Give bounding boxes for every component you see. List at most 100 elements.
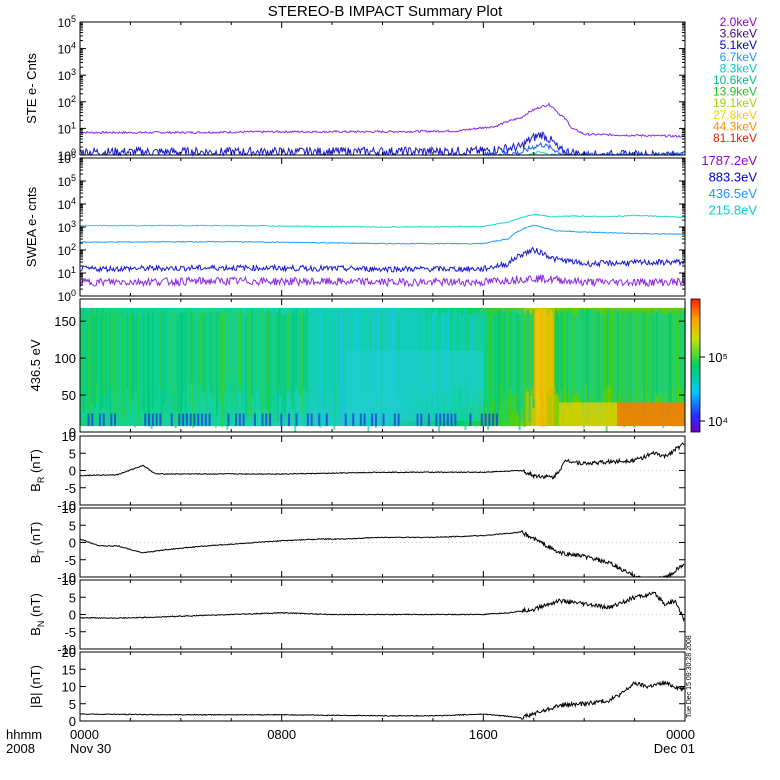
pad-heatmap-cell <box>595 311 598 411</box>
pad-heatmap-cell <box>257 311 260 394</box>
ste-series-line <box>79 102 686 138</box>
pad-heatmap-cell <box>633 314 636 428</box>
pad-ytick-label: 0 <box>69 425 76 440</box>
pad-heatmap-cell <box>488 413 491 427</box>
time-tick-label: 0000 <box>70 727 99 742</box>
ste-ytick-label: 102 <box>58 94 76 110</box>
bt-ytick-label: 0 <box>69 536 76 551</box>
pad-heatmap-cell <box>632 309 635 407</box>
pad-heatmap-cell <box>285 313 288 395</box>
pad-heatmap-cell <box>270 312 273 425</box>
pad-heatmap-cell <box>238 413 241 427</box>
pad-heatmap-cell <box>605 315 608 433</box>
pad-heatmap-cell <box>208 311 211 386</box>
pad-heatmap-cell <box>175 313 178 390</box>
pad-heatmap-cell <box>528 314 531 423</box>
swea-series-line <box>79 246 686 274</box>
pad-heatmap-cell <box>618 310 621 393</box>
pad-heatmap-cell <box>141 308 144 407</box>
pad-heatmap-cell <box>635 311 638 408</box>
swea-ytick-label: 106 <box>58 150 76 166</box>
br-ytick-label: 5 <box>69 446 76 461</box>
pad-heatmap-cell <box>155 413 158 427</box>
pad-heatmap-cell <box>110 413 113 427</box>
pad-heatmap-cell <box>242 413 245 427</box>
pad-heatmap-cell <box>299 313 302 396</box>
pad-heatmap-cell <box>233 312 236 404</box>
pad-heatmap-cell <box>179 311 182 424</box>
pad-heatmap-cell <box>536 312 539 426</box>
pad-heatmap-cell <box>114 313 117 422</box>
pad-heatmap-cell <box>613 309 616 404</box>
pad-heatmap-cell <box>121 310 124 416</box>
pad-heatmap-cell <box>298 308 301 397</box>
pad-heatmap-cell <box>556 310 559 393</box>
pad-heatmap-cell <box>532 308 535 408</box>
pad-heatmap-cell <box>459 310 462 386</box>
pad-heatmap-cell <box>519 310 522 418</box>
pad-heatmap-cell <box>340 315 343 410</box>
pad-heatmap-cell <box>195 312 198 401</box>
pad-heatmap-cell <box>672 315 675 418</box>
pad-panel: 0 50 100 150 436.5 eV 10⁵ 10⁴ <box>28 298 728 440</box>
pad-heatmap-cell <box>550 310 553 387</box>
pad-heatmap-cell <box>637 311 640 413</box>
pad-heatmap-cell <box>339 310 342 425</box>
pad-heatmap-cell <box>587 310 590 424</box>
ste-legend-entry: 27.8keV <box>713 108 757 122</box>
pad-heatmap-cell <box>393 413 396 427</box>
pad-heatmap-cell <box>98 308 101 412</box>
time-tick-label: 0800 <box>267 727 296 742</box>
pad-heatmap-cell <box>666 313 669 421</box>
swea-ytick-exponent: 6 <box>71 150 76 160</box>
pad-heatmap-cell <box>489 307 492 384</box>
pad-heatmap-cell <box>87 413 90 427</box>
pad-heatmap-cell <box>182 314 185 394</box>
pad-heatmap-cell <box>145 308 148 393</box>
pad-heatmap-cell <box>538 315 541 393</box>
bt-field-line <box>79 530 685 579</box>
ste-legend-entry: 81.1keV <box>713 131 757 145</box>
pad-heatmap-cell <box>484 413 487 427</box>
swea-legend-entry: 436.5eV <box>709 186 758 201</box>
pad-heatmap-cell <box>265 312 268 411</box>
pad-heatmap-cell <box>542 313 545 428</box>
pad-heatmap-cell <box>443 413 445 427</box>
ste-legend-entry: 3.6keV <box>720 27 757 41</box>
pad-heatmap-cell <box>435 413 438 427</box>
pad-heatmap-cell <box>678 310 681 425</box>
pad-heatmap-cell <box>219 313 222 396</box>
pad-heatmap-cell <box>642 312 645 418</box>
pad-heatmap-cell <box>634 308 637 416</box>
pad-heatmap-cell <box>136 311 139 399</box>
pad-heatmap-cell <box>261 307 264 417</box>
pad-heatmap-cell <box>280 311 283 384</box>
pad-heatmap-cell <box>325 310 328 399</box>
pad-heatmap-cell <box>648 315 651 398</box>
bn-ylabel-unit: (nT) <box>28 593 43 620</box>
swea-ytick-exponent: 3 <box>71 219 76 229</box>
pad-heatmap-cell <box>485 308 488 418</box>
pad-heatmap-cell <box>488 308 491 390</box>
pad-heatmap-cell <box>135 313 138 391</box>
pad-heatmap-cell <box>124 310 127 409</box>
pad-heatmap-cell <box>599 315 602 425</box>
pad-heatmap-cell <box>627 311 630 418</box>
pad-heatmap-cell <box>82 308 85 413</box>
pad-heatmap-cell <box>156 308 159 415</box>
pad-heatmap-cell <box>596 309 599 418</box>
pad-heatmap-cell <box>334 312 337 413</box>
pad-heatmap-cell <box>558 402 617 427</box>
swea-series-line <box>79 274 686 288</box>
pad-heatmap-cell <box>527 309 530 392</box>
pad-heatmap-cell <box>664 313 667 387</box>
pad-heatmap-cell <box>681 314 684 404</box>
pad-heatmap-cell <box>228 310 231 399</box>
pad-heatmap-cell <box>338 309 341 417</box>
bn-ytick-label: -10 <box>57 642 76 657</box>
pad-heatmap-cell <box>305 308 308 392</box>
pad-heatmap-cell <box>164 315 167 397</box>
pad-heatmap-cell <box>277 309 280 385</box>
swea-ytick-exponent: 5 <box>71 173 76 183</box>
